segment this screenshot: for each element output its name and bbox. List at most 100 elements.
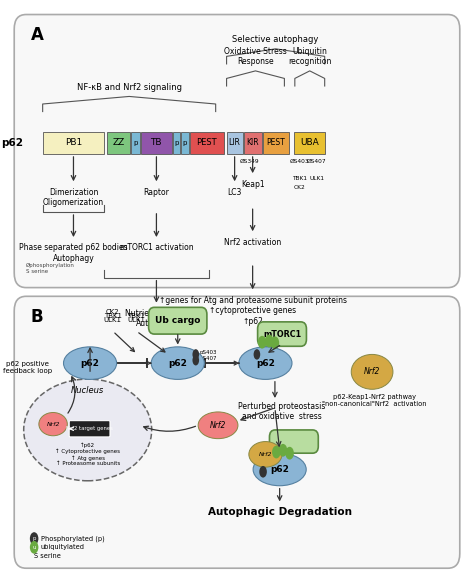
Text: ØS403: ØS403 <box>290 159 310 164</box>
Ellipse shape <box>265 335 273 347</box>
Text: Nutrient sensing
Autophagy: Nutrient sensing Autophagy <box>125 309 188 328</box>
Text: LIR: LIR <box>228 138 241 148</box>
Text: p62: p62 <box>270 465 289 474</box>
Ellipse shape <box>279 444 287 457</box>
Bar <box>227 132 243 154</box>
Ellipse shape <box>30 541 38 554</box>
Ellipse shape <box>258 336 266 349</box>
Text: Ubiquitin
recognition: Ubiquitin recognition <box>288 47 331 66</box>
Ellipse shape <box>239 347 292 379</box>
Text: ZZ: ZZ <box>112 138 125 148</box>
Text: Nrf2: Nrf2 <box>46 422 60 426</box>
Ellipse shape <box>285 447 294 460</box>
Text: PEST: PEST <box>266 138 285 148</box>
Text: Øphosphorylation
S serine: Øphosphorylation S serine <box>26 263 75 274</box>
Text: NF-κB and Nrf2 signaling: NF-κB and Nrf2 signaling <box>77 83 182 92</box>
Text: p62: p62 <box>168 358 187 368</box>
FancyBboxPatch shape <box>14 296 460 568</box>
Bar <box>131 132 140 154</box>
Text: Nrf2: Nrf2 <box>259 452 272 457</box>
Text: ULK1: ULK1 <box>128 317 146 323</box>
Text: TBK1: TBK1 <box>128 313 146 319</box>
Ellipse shape <box>259 466 267 478</box>
FancyBboxPatch shape <box>69 421 110 437</box>
Text: PB1: PB1 <box>65 138 82 148</box>
Text: Nrf2 target genes: Nrf2 target genes <box>66 426 113 431</box>
Ellipse shape <box>64 347 117 379</box>
Text: p: p <box>133 140 138 146</box>
Text: p: p <box>182 140 187 146</box>
Text: ubiquitylated: ubiquitylated <box>41 544 85 550</box>
Ellipse shape <box>151 347 204 379</box>
Text: ULK1: ULK1 <box>309 176 324 181</box>
Text: CK2: CK2 <box>294 185 305 191</box>
Bar <box>244 132 262 154</box>
Text: mTORC1 activation: mTORC1 activation <box>119 243 193 252</box>
Bar <box>263 132 289 154</box>
Text: Nrf2 activation: Nrf2 activation <box>224 238 281 246</box>
Text: Nrf2: Nrf2 <box>364 367 380 376</box>
Text: Selective autophagy: Selective autophagy <box>232 35 319 44</box>
Text: mTORC1: mTORC1 <box>263 329 301 339</box>
Text: Raptor: Raptor <box>144 188 169 196</box>
Ellipse shape <box>30 532 38 545</box>
Ellipse shape <box>39 413 67 436</box>
Text: p: p <box>174 140 179 146</box>
Text: Autophagic Degradation: Autophagic Degradation <box>208 507 352 517</box>
Ellipse shape <box>351 354 393 389</box>
FancyBboxPatch shape <box>257 322 306 346</box>
Ellipse shape <box>192 355 199 365</box>
Text: p62: p62 <box>81 358 100 368</box>
Text: Phase separated p62 bodies
Autophagy: Phase separated p62 bodies Autophagy <box>19 243 128 263</box>
FancyBboxPatch shape <box>14 15 460 288</box>
Text: Oxidative Stress
Response: Oxidative Stress Response <box>224 47 287 66</box>
Bar <box>181 132 189 154</box>
Ellipse shape <box>254 349 260 360</box>
Text: B: B <box>31 308 44 326</box>
Text: ↑genes for Atg and proteasome subunit proteins
↑cytoprotective genes
↑p62: ↑genes for Atg and proteasome subunit pr… <box>159 296 346 325</box>
Ellipse shape <box>272 446 281 458</box>
Text: KIR: KIR <box>246 138 259 148</box>
Ellipse shape <box>24 379 152 481</box>
Text: Nucleus: Nucleus <box>71 386 104 395</box>
Ellipse shape <box>198 412 238 439</box>
Text: Ub cargo: Ub cargo <box>155 316 201 325</box>
Text: TBK1: TBK1 <box>292 176 307 181</box>
Text: S serine: S serine <box>34 553 61 559</box>
Text: pS349: pS349 <box>259 343 276 349</box>
Text: UBA: UBA <box>300 138 319 148</box>
Text: pS403
pS407: pS403 pS407 <box>199 350 217 361</box>
Text: CK2: CK2 <box>106 309 119 315</box>
FancyBboxPatch shape <box>148 307 207 334</box>
Text: LC3: LC3 <box>228 188 242 196</box>
Ellipse shape <box>271 336 279 349</box>
Text: u: u <box>32 545 36 550</box>
Text: p62 positive
feedback loop: p62 positive feedback loop <box>3 361 52 374</box>
Ellipse shape <box>253 453 306 486</box>
Text: p62-Keap1-Nrf2 pathway
"non-canonical"Nrf2  activation: p62-Keap1-Nrf2 pathway "non-canonical"Nr… <box>322 394 427 407</box>
Text: Nrf2: Nrf2 <box>210 421 226 430</box>
Text: p: p <box>32 536 36 541</box>
Text: p62: p62 <box>256 358 275 368</box>
Bar <box>294 132 325 154</box>
Bar <box>190 132 224 154</box>
FancyBboxPatch shape <box>269 430 319 453</box>
Text: ØS349: ØS349 <box>239 159 259 164</box>
Text: Perturbed proteostasis
and oxidative  stress: Perturbed proteostasis and oxidative str… <box>238 402 326 421</box>
Text: Phosphorylated (p): Phosphorylated (p) <box>41 535 104 542</box>
Text: PEST: PEST <box>196 138 217 148</box>
Text: ULK1: ULK1 <box>104 317 122 323</box>
Text: TBK1: TBK1 <box>104 313 122 319</box>
Bar <box>141 132 172 154</box>
Bar <box>173 132 180 154</box>
Text: Keap1: Keap1 <box>241 180 264 188</box>
Text: Dimerization
Oligomerization: Dimerization Oligomerization <box>43 188 104 207</box>
Ellipse shape <box>249 442 282 467</box>
Text: ØS407: ØS407 <box>307 159 327 164</box>
Ellipse shape <box>192 349 199 360</box>
Text: ↑p62
↑ Cytoprotective genes
↑ Atg genes
↑ Proteasome subunits: ↑p62 ↑ Cytoprotective genes ↑ Atg genes … <box>55 443 120 467</box>
Text: A: A <box>31 26 44 44</box>
Text: p62: p62 <box>1 138 23 148</box>
Bar <box>107 132 130 154</box>
Text: TB: TB <box>150 138 162 148</box>
